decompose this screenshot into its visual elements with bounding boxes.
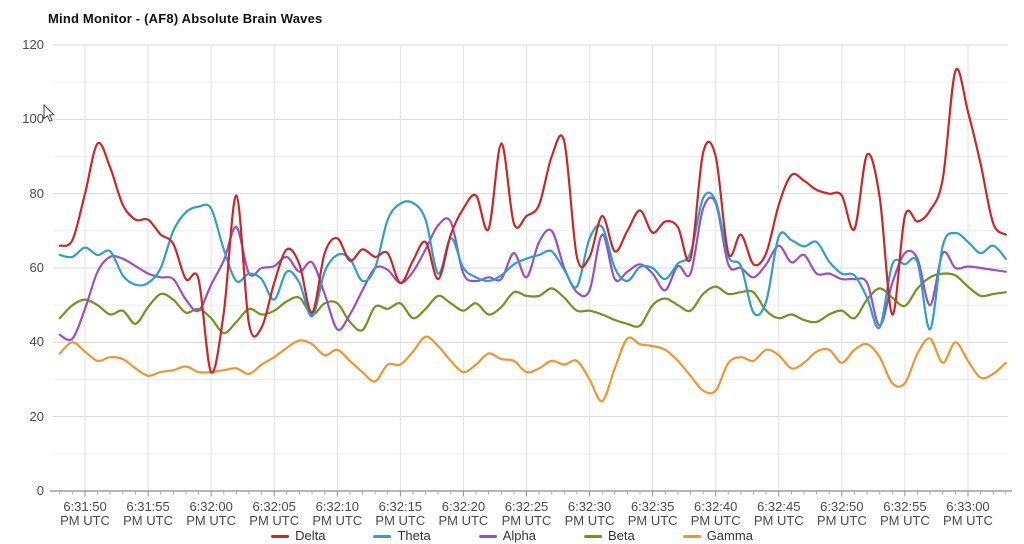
y-axis-label: 60 <box>29 260 44 275</box>
x-axis-label: 6:31:50 PM UTC <box>60 499 110 528</box>
y-axis-label: 20 <box>29 408 44 424</box>
series-delta-line <box>58 67 1007 374</box>
x-axis-label: 6:31:55 PM UTC <box>123 499 173 528</box>
legend-marker-theta <box>373 534 392 538</box>
x-axis-label: 6:32:50 PM UTC <box>816 499 867 528</box>
legend-label: Theta <box>397 528 431 543</box>
x-axis-label: 6:32:55 PM UTC <box>879 499 930 528</box>
chart-title: Mind Monitor - (AF8) Absolute Brain Wave… <box>48 11 323 26</box>
x-axis-label: 6:32:40 PM UTC <box>690 499 741 528</box>
legend-label: Beta <box>607 528 635 543</box>
series-gamma-line <box>58 335 1007 403</box>
legend-marker-delta <box>271 534 290 538</box>
legend-item-delta[interactable]: Delta <box>271 528 325 544</box>
series-alpha-line <box>58 196 1007 342</box>
legend-item-alpha[interactable]: Alpha <box>478 528 536 544</box>
series-theta-line <box>58 191 1007 331</box>
y-axis-label: 100 <box>22 111 44 127</box>
x-axis-label: 6:32:35 PM UTC <box>627 499 678 528</box>
x-axis-label: 6:32:00 PM UTC <box>186 499 237 528</box>
legend-label: Delta <box>295 528 326 543</box>
series-beta-line <box>58 272 1007 335</box>
legend-label: Gamma <box>706 528 753 543</box>
y-axis-label: 80 <box>29 185 44 201</box>
legend-item-beta[interactable]: Beta <box>583 528 635 544</box>
y-axis-label: 40 <box>29 334 44 350</box>
legend-item-theta[interactable]: Theta <box>373 528 431 544</box>
x-axis-label: 6:33:00 PM UTC <box>943 499 993 528</box>
legend-marker-gamma <box>682 534 701 538</box>
legend-label: Alpha <box>502 528 536 543</box>
legend-marker-beta <box>583 534 602 538</box>
y-axis-label: 0 <box>36 483 44 498</box>
x-axis-label: 6:32:20 PM UTC <box>438 499 489 528</box>
x-axis-label: 6:32:30 PM UTC <box>564 499 615 528</box>
x-axis-label: 6:32:05 PM UTC <box>249 499 300 528</box>
chart-legend: Delta Theta Alpha Beta Gamma <box>247 528 777 544</box>
x-axis-label: 6:32:10 PM UTC <box>312 499 363 528</box>
x-axis-label: 6:32:45 PM UTC <box>753 499 804 528</box>
x-axis-label: 6:32:15 PM UTC <box>375 499 426 528</box>
x-axis-label: 6:32:25 PM UTC <box>501 499 552 528</box>
legend-marker-alpha <box>478 534 497 538</box>
legend-item-gamma[interactable]: Gamma <box>682 528 753 544</box>
y-axis-label: 120 <box>22 37 44 52</box>
